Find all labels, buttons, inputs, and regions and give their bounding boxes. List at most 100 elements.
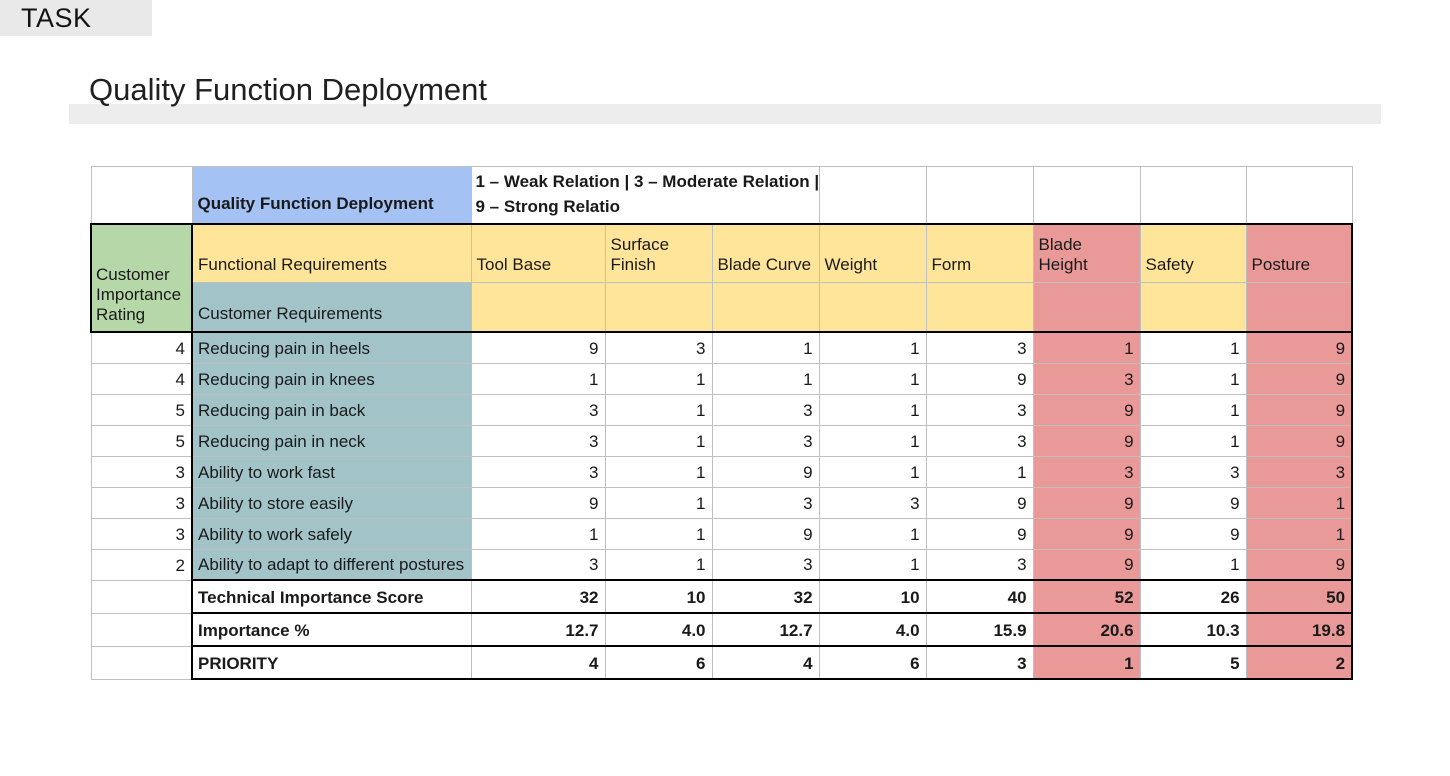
summary-value: 3 [925, 645, 1034, 680]
value-cell: 9 [1032, 548, 1141, 581]
value-cell: 1 [711, 362, 820, 395]
value-cell: 1 [1139, 331, 1247, 364]
summary-value: 2 [1245, 645, 1354, 680]
value-cell: 1 [818, 331, 927, 364]
value-cell: 9 [1245, 393, 1354, 426]
empty-cell [1245, 281, 1354, 333]
table-row: 2 Ability to adapt to different postures… [90, 548, 1354, 581]
value-cell: 3 [925, 548, 1034, 581]
value-cell: 9 [1245, 548, 1354, 581]
importance-cell: 4 [90, 362, 193, 395]
value-cell: 1 [711, 331, 820, 364]
value-cell: 1 [1139, 393, 1247, 426]
summary-value: 5 [1139, 645, 1247, 680]
value-cell: 9 [925, 486, 1034, 519]
value-cell: 1 [470, 517, 606, 550]
empty-cell [1139, 281, 1247, 333]
value-cell: 9 [1139, 517, 1247, 550]
importance-cell: 5 [90, 424, 193, 457]
empty-cell [1032, 166, 1141, 225]
value-cell: 1 [470, 362, 606, 395]
empty-cell [90, 579, 193, 614]
value-cell: 9 [1245, 331, 1354, 364]
value-cell: 3 [470, 455, 606, 488]
table-row: 4 Reducing pain in heels 9 3 1 1 3 1 1 9 [90, 331, 1354, 364]
header-label: Surface Finish [610, 234, 670, 274]
empty-cell [1245, 166, 1353, 225]
value-cell: 1 [604, 362, 713, 395]
header-label: Tool Base [476, 254, 552, 274]
value-cell: 9 [925, 362, 1034, 395]
qfd-table: Quality Function Deployment 1 – Weak Rel… [90, 166, 1354, 680]
summary-value: 4.0 [818, 612, 927, 647]
summary-value: 6 [604, 645, 713, 680]
value-cell: 1 [1245, 486, 1354, 519]
legend-line-2: 9 – Strong Relatio [475, 197, 621, 216]
value-cell: 1 [1139, 548, 1247, 581]
value-cell: 3 [470, 424, 606, 457]
header-row: Customer Importance Rating Functional Re… [90, 223, 1354, 333]
summary-value: 32 [470, 579, 606, 614]
value-cell: 9 [470, 331, 606, 364]
header-blade-height: Blade Height [1032, 223, 1141, 283]
summary-value: 19.8 [1245, 612, 1354, 647]
importance-cell: 4 [90, 331, 193, 364]
summary-value: 52 [1032, 579, 1141, 614]
summary-value: 26 [1139, 579, 1247, 614]
value-cell: 1 [604, 517, 713, 550]
empty-cell [90, 612, 193, 647]
header-label: Blade Height [1038, 234, 1088, 274]
empty-cell [1032, 281, 1141, 333]
summary-label: PRIORITY [191, 645, 472, 680]
summary-value: 6 [818, 645, 927, 680]
corner-header-customer-importance: Customer Importance Rating [90, 223, 193, 333]
empty-cell [470, 281, 606, 333]
value-cell: 1 [604, 455, 713, 488]
header-label: Form [931, 254, 972, 274]
table-row: 3 Ability to work safely 1 1 9 1 9 9 9 1 [90, 517, 1354, 550]
value-cell: 3 [925, 393, 1034, 426]
value-cell: 9 [1245, 424, 1354, 457]
value-cell: 1 [818, 455, 927, 488]
value-cell: 3 [1032, 362, 1141, 395]
value-cell: 3 [711, 424, 820, 457]
summary-value: 4.0 [604, 612, 713, 647]
value-cell: 3 [470, 548, 606, 581]
requirement-cell: Ability to adapt to different postures [191, 548, 472, 581]
requirement-cell: Reducing pain in neck [191, 424, 472, 457]
value-cell: 9 [1032, 393, 1141, 426]
value-cell: 1 [818, 393, 927, 426]
table-row: 5 Reducing pain in neck 3 1 3 1 3 9 1 9 [90, 424, 1354, 457]
header-form: Form [925, 223, 1034, 283]
summary-row: PRIORITY 4 6 4 6 3 1 5 2 [90, 645, 1354, 680]
empty-cell [90, 645, 193, 680]
importance-cell: 3 [90, 517, 193, 550]
legend-row: Quality Function Deployment 1 – Weak Rel… [90, 166, 1353, 225]
value-cell: 9 [711, 455, 820, 488]
summary-value: 12.7 [711, 612, 820, 647]
importance-cell: 3 [90, 455, 193, 488]
value-cell: 1 [604, 486, 713, 519]
summary-value: 32 [711, 579, 820, 614]
value-cell: 3 [711, 393, 820, 426]
relation-legend-cell: 1 – Weak Relation | 3 – Moderate Relatio… [470, 166, 820, 225]
value-cell: 1 [1032, 331, 1141, 364]
header-functional-requirements: Functional Requirements [191, 223, 472, 283]
empty-cell [925, 166, 1034, 225]
value-cell: 1 [604, 548, 713, 581]
value-cell: 3 [1139, 455, 1247, 488]
value-cell: 9 [1139, 486, 1247, 519]
value-cell: 1 [818, 362, 927, 395]
header-label: Safety [1145, 254, 1194, 274]
value-cell: 1 [604, 393, 713, 426]
summary-label: Technical Importance Score [191, 579, 472, 614]
empty-cell [818, 281, 927, 333]
value-cell: 1 [604, 424, 713, 457]
value-cell: 9 [1032, 424, 1141, 457]
legend-line-1: 1 – Weak Relation | 3 – Moderate Relatio… [475, 172, 820, 191]
sub-header-row: Customer Requirements [91, 281, 1354, 333]
table-title-cell: Quality Function Deployment [191, 166, 472, 225]
page-title: Quality Function Deployment [89, 72, 488, 107]
summary-row: Technical Importance Score 32 10 32 10 4… [90, 579, 1354, 614]
summary-row: Importance % 12.7 4.0 12.7 4.0 15.9 20.6… [90, 612, 1354, 647]
